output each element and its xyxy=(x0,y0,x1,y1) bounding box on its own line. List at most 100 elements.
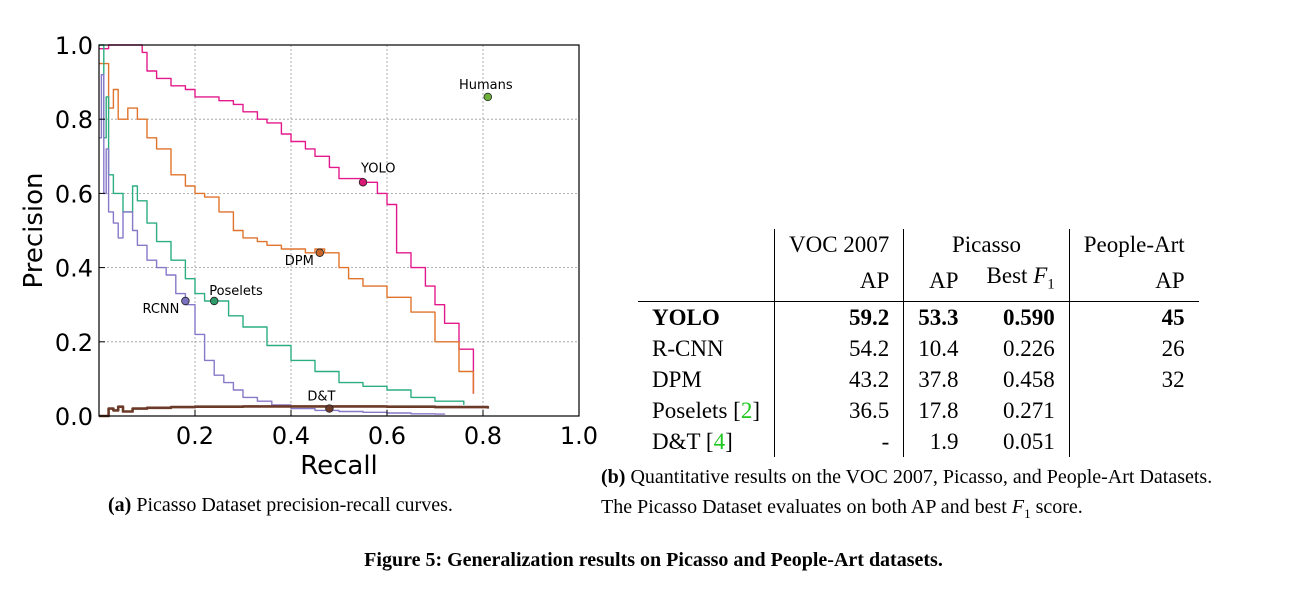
y-tick-label: 0.4 xyxy=(55,255,93,283)
cell-picasso-ap: 10.4 xyxy=(918,335,959,361)
caption-a-text: Picasso Dataset precision-recall curves. xyxy=(131,494,453,516)
cell-picasso-ap: 17.8 xyxy=(918,397,959,423)
caption-b-text3: score. xyxy=(1030,496,1083,518)
table-header-row-1: VOC 2007 Picasso People-Art xyxy=(638,229,1199,260)
row-method: Poselets [2] xyxy=(638,394,775,426)
cell-picasso-ap: 53.3 xyxy=(918,304,959,330)
figure-caption: Figure 5: Generalization results on Pica… xyxy=(364,549,943,571)
series-line-rcnn xyxy=(99,74,446,415)
citation-link[interactable]: 2 xyxy=(740,397,753,423)
row-method-name: D&T xyxy=(652,428,706,454)
y-tick-label: 0.8 xyxy=(55,106,93,134)
cell-best-f1: 0.458 xyxy=(972,363,1070,395)
cell-voc-ap: - xyxy=(774,425,905,457)
row-method-name: Poselets xyxy=(652,397,734,423)
x-tick-label: 0.6 xyxy=(368,422,406,450)
header-voc-ap: AP xyxy=(774,260,905,302)
subfigure-a-caption: (a) Picasso Dataset precision-recall cur… xyxy=(108,494,453,517)
header-people-art: People-Art xyxy=(1083,232,1185,257)
table-row: R-CNN 54.2 10.4 0.226 26 xyxy=(638,332,1199,364)
citation-link[interactable]: 4 xyxy=(713,428,726,454)
y-axis-label: Precision xyxy=(19,172,49,288)
cell-best-f1: 0.271 xyxy=(972,394,1070,426)
label-humans: Humans xyxy=(459,78,513,93)
header-best-text: Best xyxy=(986,263,1034,288)
axis-ticks: 0.2 0.4 0.6 0.8 1.0 0.0 0.2 0.4 0.6 0.8 1.0 xyxy=(55,32,598,450)
results-table-wrapper: VOC 2007 Picasso People-Art AP AP Best F… xyxy=(638,229,1199,457)
header-picasso-ap: AP xyxy=(903,260,973,302)
series-line-d-t xyxy=(99,405,490,418)
cell-voc-ap: 54.2 xyxy=(774,332,905,364)
table-row: Poselets [2] 36.5 17.8 0.271 xyxy=(638,394,1199,426)
caption-b-line2: The Picasso Dataset evaluates on both AP… xyxy=(601,492,1212,529)
point-humans xyxy=(483,92,492,102)
y-tick-label: 1.0 xyxy=(55,32,93,60)
cell-best-f1: 0.226 xyxy=(972,332,1070,364)
y-tick-label: 0.6 xyxy=(55,180,93,208)
y-tick-label: 0.0 xyxy=(55,403,93,431)
point-dpm xyxy=(315,248,324,257)
y-tick-label: 0.2 xyxy=(55,329,93,357)
plot-frame xyxy=(98,44,580,417)
cell-voc-ap: 43.2 xyxy=(774,363,905,395)
series-line-poselets xyxy=(99,44,465,405)
header-voc2007: VOC 2007 xyxy=(774,229,905,260)
cell-people-ap: 32 xyxy=(1161,366,1185,392)
cell-best-f1: 0.051 xyxy=(972,425,1070,457)
point-poselets xyxy=(209,296,219,306)
series-line-yolo xyxy=(99,44,475,394)
citation-bracket-close: ] xyxy=(725,428,733,454)
caption-b-label: (b) xyxy=(601,466,626,488)
row-method: D&T [4] xyxy=(638,425,775,457)
citation-bracket-open: [ xyxy=(733,397,741,423)
precision-recall-chart: 0.2 0.4 0.6 0.8 1.0 0.0 0.2 0.4 0.6 0.8 1.0 YOLO DP… xyxy=(19,32,598,481)
cell-people-ap: 45 xyxy=(1161,304,1185,330)
label-dpm: DPM xyxy=(285,254,314,269)
table-header-row-2: AP AP Best F1 AP xyxy=(638,260,1199,302)
citation-bracket-close: ] xyxy=(752,397,760,423)
x-axis-label: Recall xyxy=(300,451,378,481)
cell-picasso-ap: 1.9 xyxy=(929,428,959,454)
x-tick-label: 0.4 xyxy=(272,422,310,450)
table-row: D&T [4] - 1.9 0.051 xyxy=(638,425,1199,457)
caption-b-f-symbol: F xyxy=(1011,496,1025,518)
x-tick-label: 0.2 xyxy=(176,422,214,450)
cell-voc-ap: 36.5 xyxy=(774,394,905,426)
caption-b-line1: (b) Quantitative results on the VOC 2007… xyxy=(601,462,1212,492)
citation-bracket-open: [ xyxy=(705,428,714,454)
row-method: DPM xyxy=(638,363,775,395)
results-table: VOC 2007 Picasso People-Art AP AP Best F… xyxy=(638,229,1199,457)
series-line-dpm xyxy=(99,62,475,394)
table-row: YOLO 59.2 53.3 0.590 45 xyxy=(638,301,1199,333)
cell-people-ap: 26 xyxy=(1161,335,1185,361)
point-yolo xyxy=(358,178,368,187)
header-picasso: Picasso xyxy=(903,229,1070,260)
caption-b-f-subscript: 1 xyxy=(1024,506,1031,521)
cell-picasso-ap: 37.8 xyxy=(918,366,959,392)
row-method: YOLO xyxy=(638,301,775,333)
header-best-f1: Best F1 xyxy=(972,260,1070,302)
label-rcnn: RCNN xyxy=(142,302,179,317)
x-tick-label: 0.8 xyxy=(464,422,502,450)
label-d-t: D&T xyxy=(307,390,335,405)
cell-people-ap xyxy=(1069,395,1198,426)
annotation-points: YOLO DPM Poselets RCNN D&T Humans xyxy=(142,78,513,413)
header-f-symbol: F xyxy=(1033,263,1048,288)
table-row: DPM 43.2 37.8 0.458 32 xyxy=(638,363,1199,395)
caption-b-text: Quantitative results on the VOC 2007, Pi… xyxy=(625,466,1213,488)
point-rcnn xyxy=(181,296,190,306)
point-d-t xyxy=(325,404,334,413)
chart-curves xyxy=(99,44,490,418)
label-poselets: Poselets xyxy=(209,284,263,299)
caption-a-label: (a) xyxy=(108,494,132,516)
label-yolo: YOLO xyxy=(360,161,395,176)
row-method: R-CNN xyxy=(638,332,775,364)
chart-grid xyxy=(99,44,580,417)
cell-voc-ap: 59.2 xyxy=(774,301,905,333)
cell-best-f1: 0.590 xyxy=(972,301,1070,333)
x-tick-label: 1.0 xyxy=(560,422,598,450)
header-people-ap: AP xyxy=(1069,260,1199,302)
subfigure-b-caption: (b) Quantitative results on the VOC 2007… xyxy=(601,462,1212,529)
header-f-subscript: 1 xyxy=(1047,276,1055,293)
caption-b-text2: The Picasso Dataset evaluates on both AP… xyxy=(601,496,1012,518)
